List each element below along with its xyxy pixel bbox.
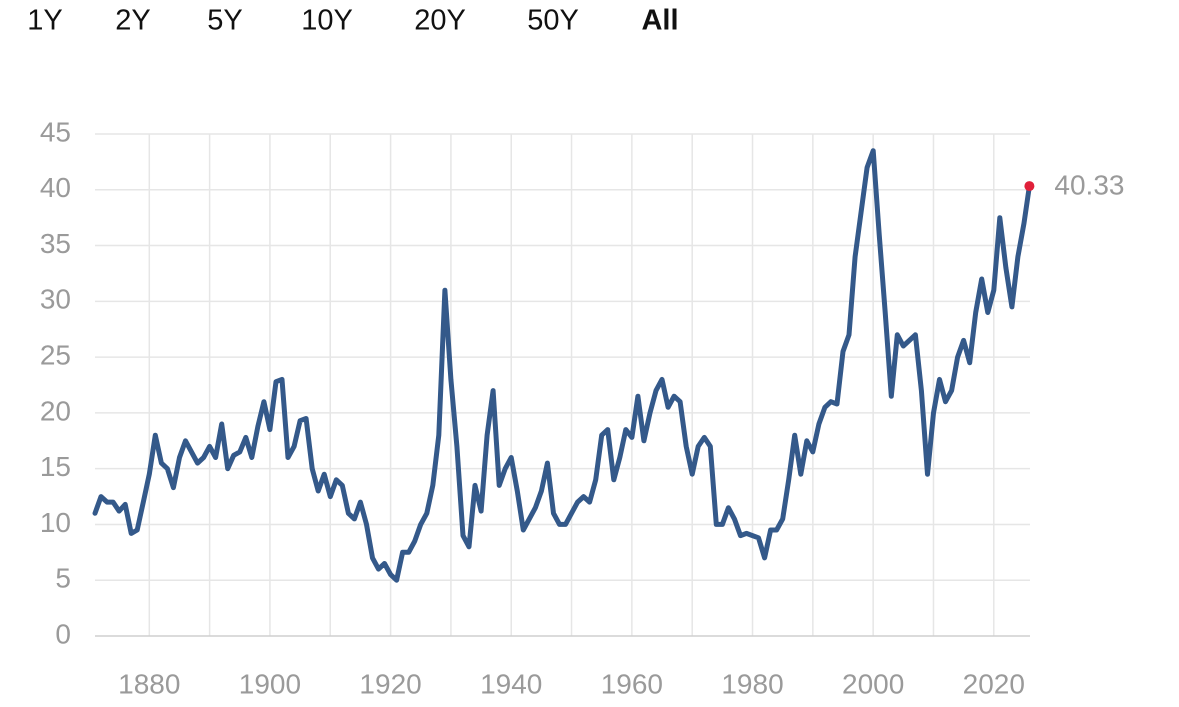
y-tick-label: 25 [40, 340, 71, 371]
range-tab[interactable]: 10Y [301, 5, 353, 37]
range-tab[interactable]: 2Y [115, 5, 150, 37]
range-tab[interactable]: 1Y [27, 5, 62, 37]
range-tab[interactable]: 5Y [207, 5, 242, 37]
x-tick-label: 1880 [118, 668, 180, 699]
y-tick-label: 15 [40, 451, 71, 482]
y-tick-label: 20 [40, 395, 71, 426]
y-tick-label: 5 [55, 563, 71, 594]
y-tick-label: 30 [40, 284, 71, 315]
y-tick-label: 40 [40, 172, 71, 203]
x-tick-label: 1940 [480, 668, 542, 699]
x-tick-label: 1960 [601, 668, 663, 699]
x-tick-label: 1980 [721, 668, 783, 699]
y-tick-label: 35 [40, 228, 71, 259]
last-value-label: 40.33 [1054, 169, 1124, 200]
x-tick-label: 1900 [239, 668, 301, 699]
y-tick-label: 45 [40, 116, 71, 147]
range-tab[interactable]: 50Y [527, 5, 579, 37]
x-tick-label: 2020 [963, 668, 1025, 699]
data-line [92, 148, 1032, 583]
y-tick-label: 0 [55, 618, 71, 649]
range-tab[interactable]: 20Y [414, 5, 466, 37]
y-tick-label: 10 [40, 507, 71, 538]
x-tick-label: 2000 [842, 668, 904, 699]
range-tab[interactable]: All [641, 5, 678, 37]
last-point [1024, 181, 1035, 192]
x-tick-label: 1920 [359, 668, 421, 699]
